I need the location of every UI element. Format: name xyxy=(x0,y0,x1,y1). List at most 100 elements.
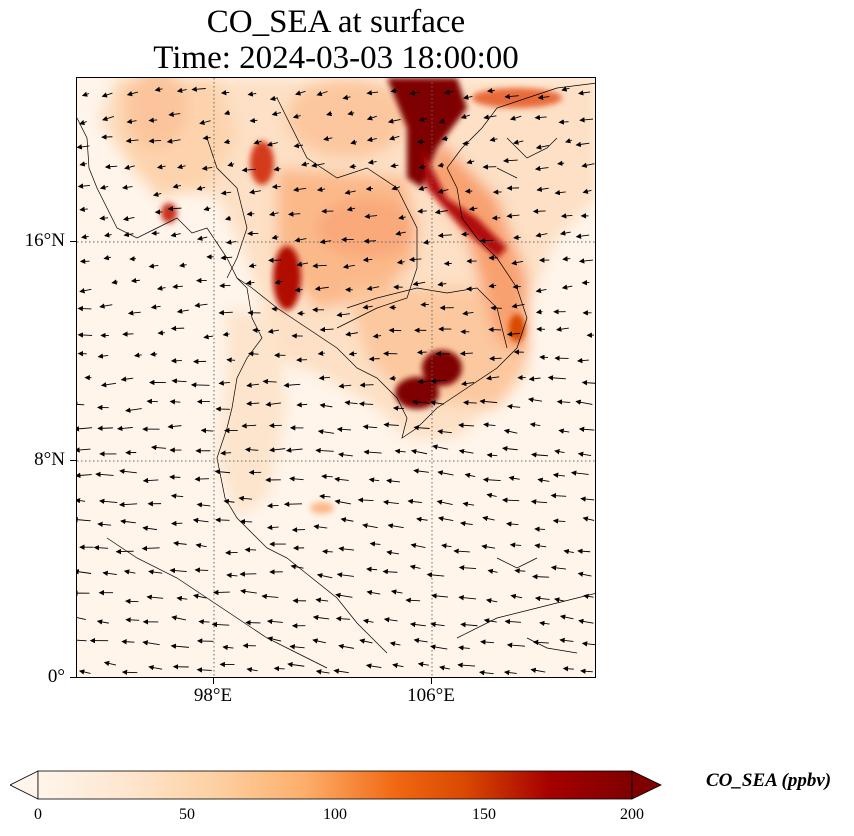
wind-vector xyxy=(241,167,256,173)
wind-vector xyxy=(293,142,304,149)
wind-vector xyxy=(412,280,426,287)
wind-vector xyxy=(312,263,327,269)
wind-vector xyxy=(318,375,330,381)
wind-vector xyxy=(266,524,279,531)
wind-vector xyxy=(267,328,280,334)
wind-vector xyxy=(532,208,546,214)
wind-vector xyxy=(486,375,500,381)
wind-vector xyxy=(220,89,230,96)
wind-vector xyxy=(389,641,401,647)
wind-vector xyxy=(115,548,134,555)
wind-vector xyxy=(513,139,524,145)
wind-vector xyxy=(150,351,158,357)
wind-vector xyxy=(366,589,381,596)
wind-vector xyxy=(409,564,421,570)
wind-vector xyxy=(97,521,112,528)
wind-vector xyxy=(79,161,87,167)
wind-vector xyxy=(99,303,113,309)
wind-vector xyxy=(405,597,421,604)
lat-tick-label: 0° xyxy=(47,666,65,687)
wind-vector xyxy=(125,617,140,623)
wind-vector xyxy=(390,162,399,169)
wind-vector xyxy=(102,115,114,122)
wind-vector xyxy=(389,135,400,141)
wind-vector xyxy=(552,472,566,478)
wind-vector xyxy=(261,593,279,600)
wind-vector xyxy=(460,622,478,628)
wind-vector xyxy=(196,185,206,191)
north-thailand-hotspot xyxy=(273,246,301,310)
wind-vector xyxy=(434,209,448,215)
colorbar-tick: 200 xyxy=(620,806,644,823)
wind-vector xyxy=(77,401,85,408)
wind-vector xyxy=(364,213,378,219)
wind-vector xyxy=(383,499,399,506)
wind-vector xyxy=(111,279,118,285)
wind-vector xyxy=(311,162,325,168)
wind-vector xyxy=(430,400,445,406)
wind-vector xyxy=(511,260,524,266)
colorbar-tick: 150 xyxy=(472,806,496,823)
wind-vector xyxy=(528,397,542,403)
wind-vector xyxy=(577,451,592,457)
wind-vector xyxy=(315,447,334,454)
wind-vector xyxy=(334,476,349,483)
wind-vector xyxy=(262,378,277,385)
wind-vector xyxy=(443,89,454,95)
wind-vector xyxy=(559,637,574,644)
wind-vector xyxy=(458,422,475,428)
wind-vector xyxy=(267,636,282,642)
wind-vector xyxy=(214,469,231,475)
wind-vector xyxy=(248,351,259,357)
wind-vector xyxy=(503,669,517,676)
wind-vector xyxy=(387,523,404,529)
map-canvas xyxy=(77,78,595,677)
wind-vector xyxy=(575,233,590,239)
wind-vector xyxy=(148,664,163,671)
wind-vector xyxy=(359,638,373,644)
wind-vector xyxy=(363,238,376,244)
lat-tick-label: 16°N xyxy=(24,230,65,251)
central-vietnam-hotspot xyxy=(509,314,525,342)
wind-vector xyxy=(316,573,333,579)
wind-vector xyxy=(509,542,522,548)
wind-vector xyxy=(190,382,210,388)
wind-vector xyxy=(169,399,181,405)
wind-vector xyxy=(316,90,328,97)
wind-vector xyxy=(104,232,112,238)
wind-vector xyxy=(366,115,377,121)
wind-vector xyxy=(536,186,549,192)
wind-vector xyxy=(481,544,496,550)
wind-vector xyxy=(554,189,566,196)
wind-vector xyxy=(368,477,380,483)
wind-vector xyxy=(316,186,326,193)
wind-vector xyxy=(534,526,546,532)
wind-vector xyxy=(292,113,301,119)
wind-vector xyxy=(479,398,498,405)
wind-vector xyxy=(96,619,109,625)
wind-vector xyxy=(104,163,118,170)
wind-vector xyxy=(530,667,546,673)
lat-tickmark xyxy=(70,460,76,461)
wind-vector xyxy=(390,589,403,595)
wind-vector xyxy=(177,163,186,170)
wind-vector xyxy=(480,639,494,645)
wind-vector xyxy=(319,402,333,409)
wind-vector xyxy=(366,566,378,572)
wind-vector xyxy=(156,164,166,170)
lon-tickmark xyxy=(213,678,214,684)
colorbar xyxy=(10,770,662,800)
wind-vector xyxy=(413,468,429,474)
wind-vector xyxy=(266,618,283,625)
wind-vector xyxy=(317,350,325,356)
wind-vector xyxy=(315,597,329,603)
wind-vector xyxy=(539,620,550,627)
wind-vector xyxy=(218,380,230,386)
wind-vector xyxy=(336,572,354,578)
wind-vector xyxy=(313,524,328,530)
wind-vector xyxy=(220,254,233,261)
colorbar-tick: 0 xyxy=(34,806,42,823)
wind-vector xyxy=(349,163,357,170)
wind-vector xyxy=(77,516,91,523)
wind-vector xyxy=(196,667,212,673)
